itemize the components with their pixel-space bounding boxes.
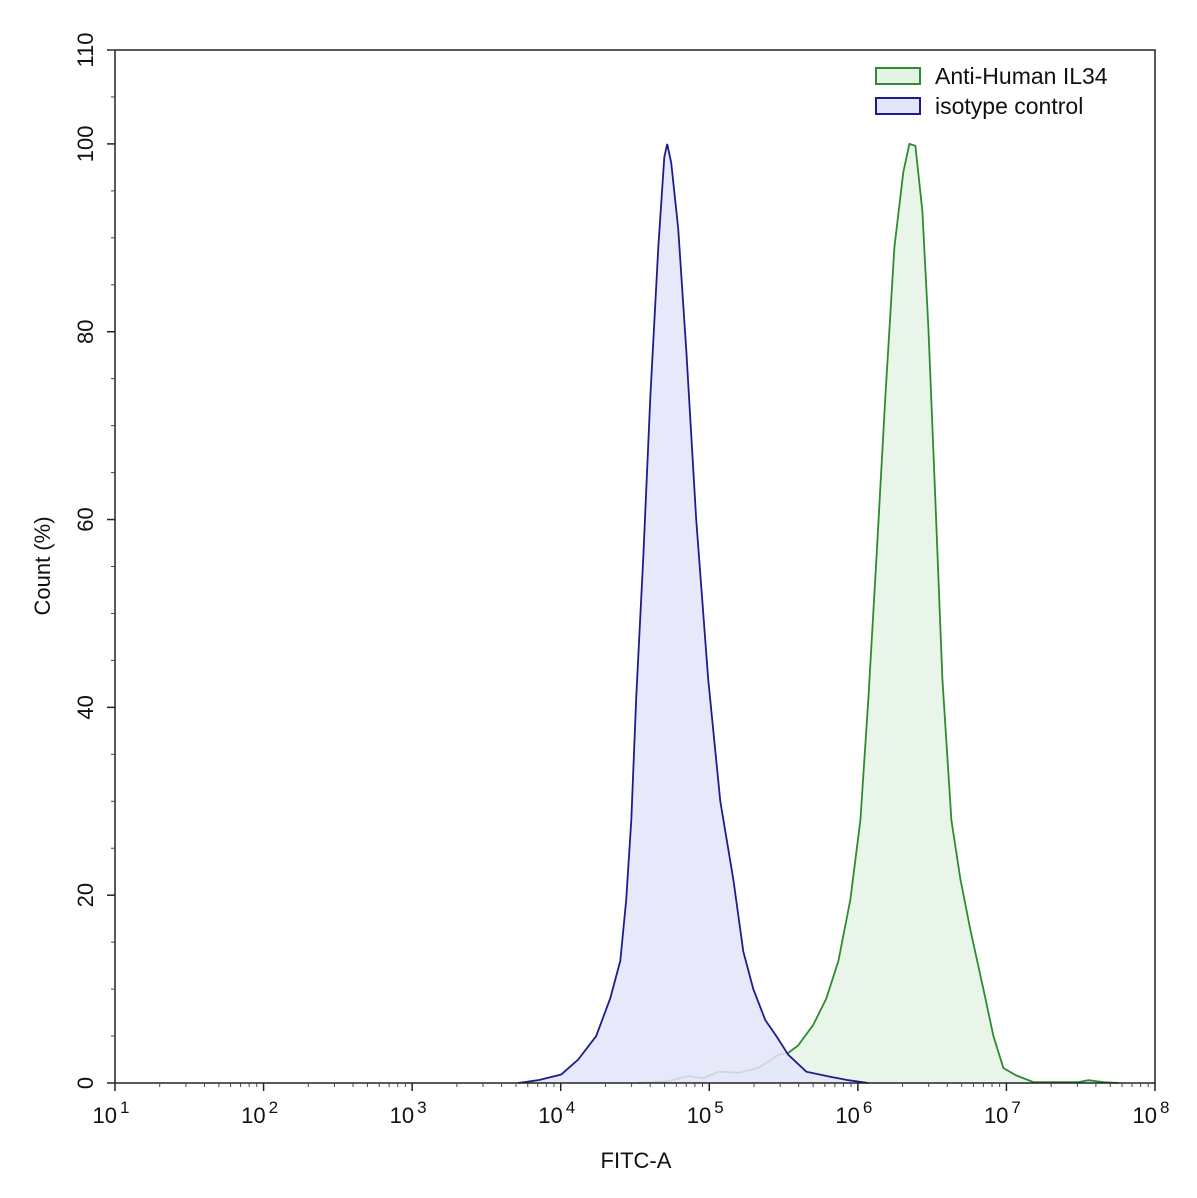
axes-layer: 10 1 10 2 10 3 10 4 10 5 10 6 10 7 10 8 0 20 40 60 80 100 110 — [73, 32, 1169, 1128]
series-fill-1 — [518, 143, 869, 1083]
y-tick-label: 40 — [73, 695, 98, 719]
series-fill-0 — [638, 143, 1119, 1083]
legend-swatch — [875, 97, 921, 115]
x-tick-label: 10 6 — [835, 1098, 872, 1128]
y-tick-label: 60 — [73, 507, 98, 531]
legend: Anti-Human IL34 isotype control — [875, 63, 1108, 119]
y-tick-label: 80 — [73, 319, 98, 343]
series-layer — [518, 142, 1119, 1084]
y-tick-label: 100 — [73, 126, 98, 163]
y-tick-label: 20 — [73, 883, 98, 907]
x-tick-label: 10 4 — [538, 1098, 575, 1128]
x-tick-label: 10 1 — [93, 1098, 130, 1128]
legend-label: isotype control — [935, 93, 1083, 119]
x-tick-label: 10 7 — [984, 1098, 1021, 1128]
series-line-1 — [518, 143, 869, 1084]
legend-label: Anti-Human IL34 — [935, 63, 1108, 89]
x-tick-label: 10 5 — [687, 1098, 724, 1128]
x-tick-label: 10 3 — [390, 1098, 427, 1128]
y-axis-label: Count (%) — [30, 516, 55, 615]
legend-swatch — [875, 67, 921, 85]
x-axis-label: FITC-A — [601, 1148, 672, 1173]
x-tick-label: 10 2 — [241, 1098, 278, 1128]
x-tick-label: 10 8 — [1133, 1098, 1170, 1128]
y-tick-label: 110 — [73, 32, 98, 67]
y-tick-label: 0 — [73, 1077, 98, 1089]
